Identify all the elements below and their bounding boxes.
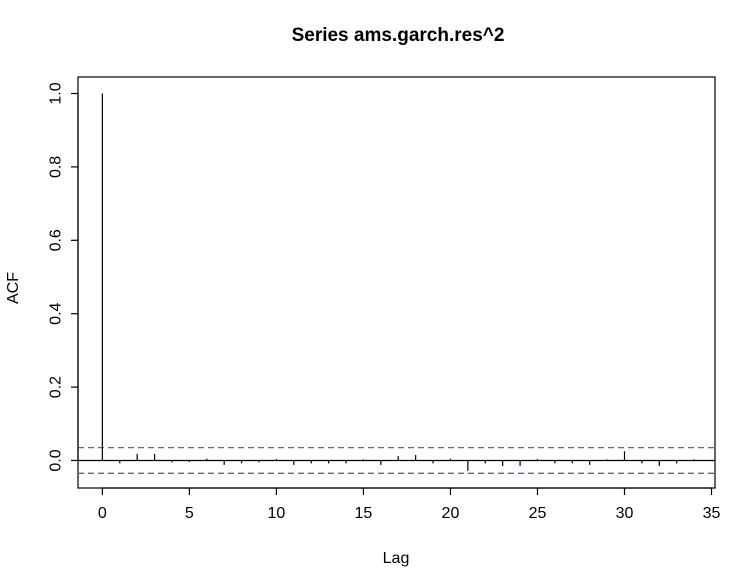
y-tick-label: 0.0 xyxy=(48,449,65,471)
x-axis: 0 5 10 15 20 25 30 35 xyxy=(98,487,721,522)
y-axis-label: ACF xyxy=(5,272,22,304)
x-tick-label: 25 xyxy=(529,505,547,522)
acf-bars xyxy=(101,93,695,471)
plot-frame xyxy=(77,76,716,489)
y-axis: 0.0 0.2 0.4 0.6 0.8 1.0 xyxy=(48,82,79,472)
y-tick-label: 0.4 xyxy=(48,302,65,324)
x-axis-label: Lag xyxy=(383,550,410,567)
y-tick-label: 1.0 xyxy=(48,82,65,104)
x-tick-label: 35 xyxy=(703,505,721,522)
y-tick-label: 0.6 xyxy=(48,229,65,251)
x-tick-label: 15 xyxy=(355,505,373,522)
x-tick-label: 0 xyxy=(98,505,107,522)
x-tick-label: 30 xyxy=(616,505,634,522)
y-tick-label: 0.2 xyxy=(48,376,65,398)
chart-title: Series ams.garch.res^2 xyxy=(292,25,505,46)
x-tick-label: 20 xyxy=(442,505,460,522)
x-tick-label: 5 xyxy=(185,505,194,522)
x-tick-label: 10 xyxy=(268,505,286,522)
confidence-bounds xyxy=(78,446,715,474)
y-tick-label: 0.8 xyxy=(48,156,65,178)
